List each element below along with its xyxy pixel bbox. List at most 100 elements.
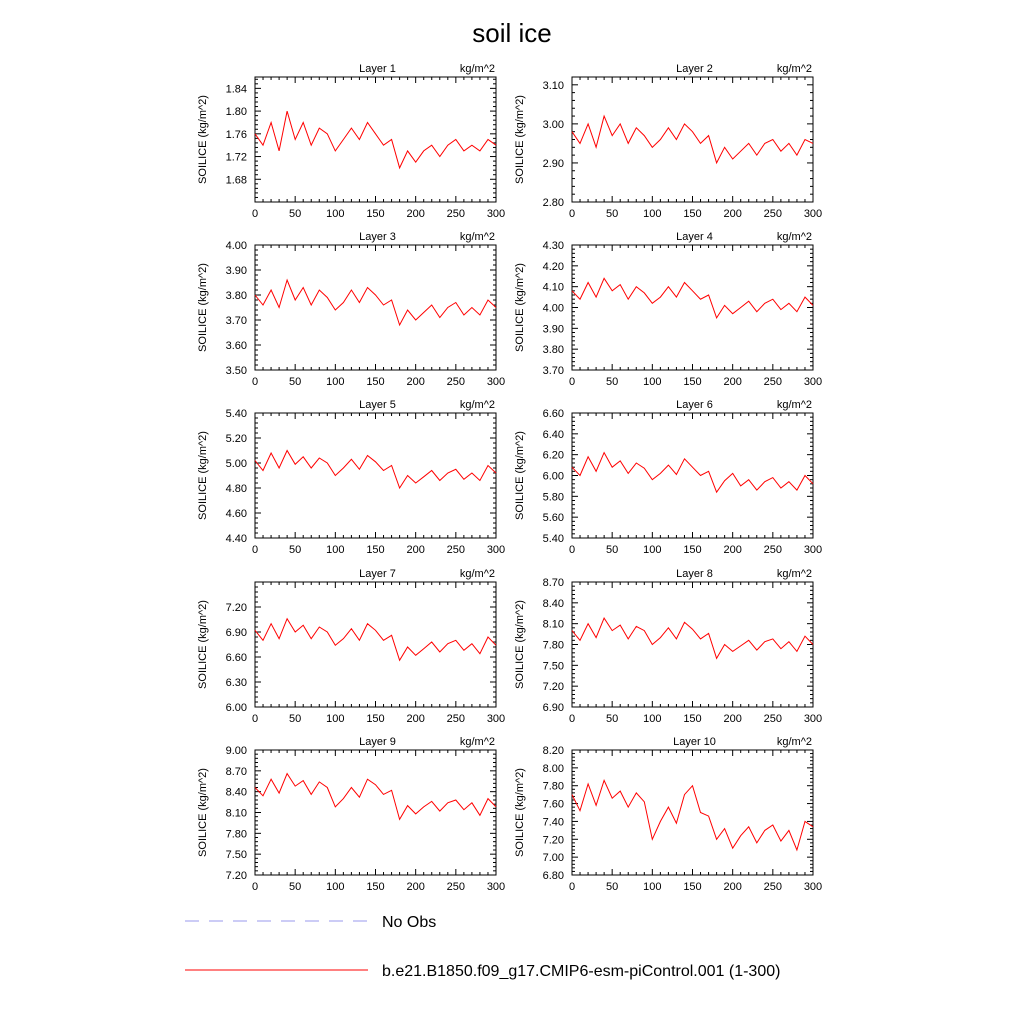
panel-title: Layer 4	[676, 231, 713, 243]
plot-frame	[571, 76, 814, 203]
y-axis-label: SOILICE (kg/m^2)	[514, 263, 526, 352]
x-tick-label: 50	[606, 208, 618, 220]
x-tick-label: 50	[606, 713, 618, 725]
y-tick-label: 4.00	[226, 240, 247, 252]
x-tick-label: 250	[447, 544, 465, 556]
y-tick-label: 4.80	[226, 483, 247, 495]
x-tick-label: 150	[683, 544, 701, 556]
x-tick-label: 50	[289, 208, 301, 220]
y-tick-label: 6.00	[226, 702, 247, 714]
y-tick-label: 6.20	[543, 450, 564, 462]
x-tick-label: 200	[406, 713, 424, 725]
x-tick-label: 50	[289, 376, 301, 388]
y-tick-label: 5.40	[543, 533, 564, 545]
plot-frame	[254, 412, 497, 539]
legend-model-label: b.e21.B1850.f09_g17.CMIP6-esm-piControl.…	[382, 963, 780, 980]
y-tick-label: 2.90	[543, 158, 564, 170]
panel-layer-4: 0 50 100 150 200 250 300 3.70 3.80 3.90 4.00 4.10 4.…	[514, 231, 822, 388]
x-tick-label: 100	[643, 544, 661, 556]
y-tick-label: 4.30	[543, 240, 564, 252]
x-tick-label: 300	[487, 881, 505, 893]
y-tick-label: 9.00	[226, 745, 247, 757]
y-axis-label: SOILICE (kg/m^2)	[514, 95, 526, 184]
x-tick-label: 50	[289, 713, 301, 725]
x-tick-label: 200	[406, 208, 424, 220]
y-tick-label: 4.40	[226, 533, 247, 545]
panel-title: Layer 1	[359, 63, 396, 75]
x-tick-label: 100	[326, 713, 344, 725]
y-tick-label: 6.00	[543, 471, 564, 483]
legend: No Obs b.e21.B1850.f09_g17.CMIP6-esm-piC…	[185, 914, 780, 980]
y-tick-label: 4.00	[543, 303, 564, 315]
x-tick-label: 300	[804, 544, 822, 556]
x-tick-label: 300	[804, 376, 822, 388]
x-tick-label: 0	[569, 881, 575, 893]
x-tick-label: 0	[252, 881, 258, 893]
x-tick-label: 200	[723, 713, 741, 725]
panel-units: kg/m^2	[460, 231, 495, 243]
x-tick-label: 250	[764, 881, 782, 893]
panel-title: Layer 6	[676, 399, 713, 411]
y-tick-label: 7.50	[226, 849, 247, 861]
panel-units: kg/m^2	[777, 231, 812, 243]
y-tick-label: 8.20	[543, 745, 564, 757]
x-tick-label: 300	[487, 376, 505, 388]
x-tick-label: 150	[366, 208, 384, 220]
x-tick-label: 150	[366, 881, 384, 893]
y-tick-label: 3.50	[226, 365, 247, 377]
x-tick-label: 200	[406, 544, 424, 556]
series-line	[571, 114, 814, 165]
y-tick-label: 1.76	[226, 129, 247, 141]
y-tick-label: 8.00	[543, 763, 564, 775]
y-axis-label: SOILICE (kg/m^2)	[514, 600, 526, 689]
plot-frame	[254, 76, 497, 203]
panel-units: kg/m^2	[460, 568, 495, 580]
y-tick-label: 6.30	[226, 677, 247, 689]
x-tick-label: 250	[764, 208, 782, 220]
panel-units: kg/m^2	[777, 736, 812, 748]
y-tick-label: 7.20	[543, 681, 564, 693]
x-tick-label: 200	[406, 376, 424, 388]
x-tick-label: 150	[683, 881, 701, 893]
x-tick-label: 100	[326, 376, 344, 388]
legend-obs-label: No Obs	[382, 914, 436, 931]
y-axis-label: SOILICE (kg/m^2)	[197, 95, 209, 184]
y-tick-label: 3.80	[226, 290, 247, 302]
y-tick-label: 1.80	[226, 106, 247, 118]
y-tick-label: 3.60	[226, 340, 247, 352]
y-tick-label: 7.20	[226, 602, 247, 614]
x-tick-label: 300	[487, 544, 505, 556]
x-tick-label: 250	[764, 713, 782, 725]
x-tick-label: 100	[643, 881, 661, 893]
y-tick-label: 8.10	[226, 808, 247, 820]
panel-layer-3: 0 50 100 150 200 250 300 3.50 3.60 3.70 3.80 3.90 4.…	[197, 231, 505, 388]
panel-layer-8: 0 50 100 150 200 250 300 6.90 7.20 7.50 7.80 8.10 8.…	[514, 568, 822, 725]
panel-layer-5: 0 50 100 150 200 250 300 4.40 4.60 4.80 5.00 5.20 5.…	[197, 399, 505, 556]
series-line	[571, 617, 814, 660]
y-tick-label: 5.00	[226, 458, 247, 470]
panel-title: Layer 7	[359, 568, 396, 580]
y-tick-label: 7.50	[543, 660, 564, 672]
x-tick-label: 150	[366, 376, 384, 388]
series-line	[571, 779, 814, 852]
y-tick-label: 3.90	[543, 323, 564, 335]
y-tick-label: 3.70	[543, 365, 564, 377]
y-tick-label: 7.80	[226, 828, 247, 840]
y-tick-label: 2.80	[543, 197, 564, 209]
x-tick-label: 50	[606, 544, 618, 556]
y-tick-label: 7.80	[543, 781, 564, 793]
y-tick-label: 3.70	[226, 315, 247, 327]
x-tick-label: 150	[366, 713, 384, 725]
x-tick-label: 100	[326, 881, 344, 893]
y-tick-label: 6.60	[226, 652, 247, 664]
panel-title: Layer 2	[676, 63, 713, 75]
panels: 0 50 100 150 200 250 300 1.68 1.72 1.76 1.80 1.84 La…	[197, 63, 822, 893]
panel-title: Layer 9	[359, 736, 396, 748]
panel-units: kg/m^2	[777, 568, 812, 580]
panel-units: kg/m^2	[460, 63, 495, 75]
x-tick-label: 250	[764, 376, 782, 388]
series-line	[254, 772, 497, 821]
panel-units: kg/m^2	[460, 736, 495, 748]
y-tick-label: 7.40	[543, 816, 564, 828]
y-tick-label: 6.80	[543, 870, 564, 882]
